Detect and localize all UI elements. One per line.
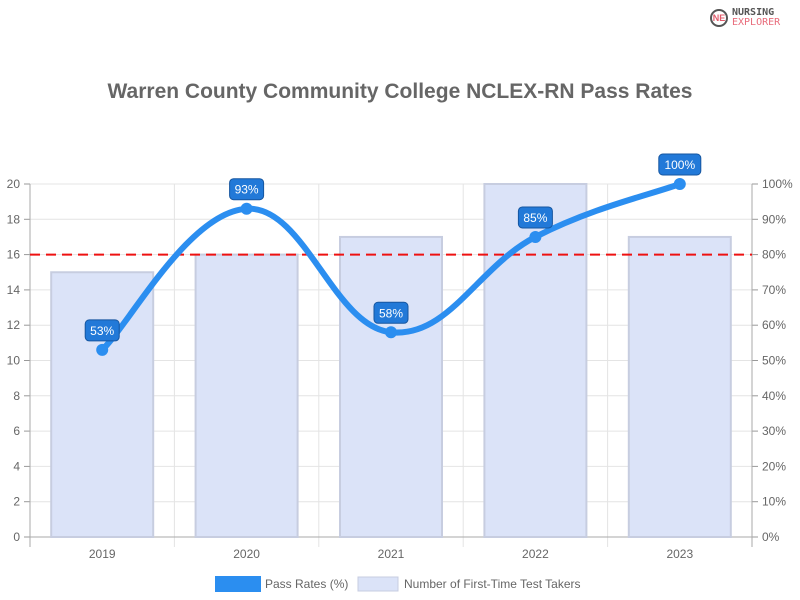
y-right-tick-label: 80%	[762, 248, 786, 262]
y-right-tick-label: 40%	[762, 389, 786, 403]
x-tick-label: 2023	[666, 547, 693, 561]
legend-label-test-takers: Number of First-Time Test Takers	[404, 577, 580, 591]
y-left-tick-label: 14	[7, 283, 21, 297]
data-label-box	[84, 319, 120, 342]
y-right-tick-label: 10%	[762, 495, 786, 509]
pass-rate-point	[529, 230, 542, 243]
y-left-tick-label: 20	[7, 177, 21, 191]
y-left-tick-label: 12	[7, 318, 21, 332]
y-right-tick-label: 0%	[762, 530, 780, 544]
x-tick-label: 2021	[378, 547, 405, 561]
data-label: 85%	[523, 211, 547, 225]
y-left-tick-label: 6	[13, 424, 20, 438]
y-left-tick-label: 2	[13, 495, 20, 509]
y-left-tick-label: 8	[13, 389, 20, 403]
data-label: 100%	[664, 158, 695, 172]
y-right-tick-label: 100%	[762, 177, 793, 191]
logo-line1: NURSING	[732, 7, 775, 18]
logo-icon: NE	[710, 9, 728, 27]
y-right-tick-label: 90%	[762, 212, 786, 226]
pass-rate-point	[385, 326, 397, 339]
x-tick-label: 2022	[522, 547, 549, 561]
y-right-tick-label: 20%	[762, 459, 786, 473]
data-label-box	[229, 178, 265, 201]
data-label-box	[658, 153, 702, 176]
pass-rate-point	[240, 202, 253, 215]
y-right-tick-label: 60%	[762, 318, 786, 332]
y-left-tick-label: 18	[7, 212, 21, 226]
data-label: 93%	[235, 183, 259, 197]
data-label-box	[517, 206, 553, 229]
legend-swatch-pass-rates	[215, 576, 261, 592]
bar	[194, 253, 299, 538]
pass-rate-point	[673, 178, 686, 190]
y-right-tick-label: 30%	[762, 424, 786, 438]
y-right-tick-label: 50%	[762, 354, 786, 368]
x-tick-label: 2020	[233, 547, 260, 561]
bar	[339, 235, 443, 538]
legend-label-pass-rates: Pass Rates (%)	[265, 577, 348, 591]
data-label: 53%	[90, 324, 114, 338]
y-left-tick-label: 0	[13, 530, 20, 544]
bar	[50, 271, 155, 538]
y-right-tick-label: 70%	[762, 283, 786, 297]
data-label: 58%	[379, 306, 403, 320]
nursing-explorer-logo: NE NURSING EXPLORER	[710, 8, 780, 28]
pass-rate-point	[96, 343, 109, 356]
y-left-tick-label: 16	[7, 248, 21, 262]
y-left-tick-label: 4	[13, 459, 20, 473]
legend-swatch-test-takers	[357, 576, 399, 592]
data-label-box	[373, 301, 409, 324]
bar	[627, 235, 732, 538]
logo-line2: EXPLORER	[732, 17, 781, 28]
y-left-tick-label: 10	[7, 354, 21, 368]
x-tick-label: 2019	[89, 547, 116, 561]
chart-title: Warren County Community College NCLEX-RN…	[107, 80, 693, 103]
